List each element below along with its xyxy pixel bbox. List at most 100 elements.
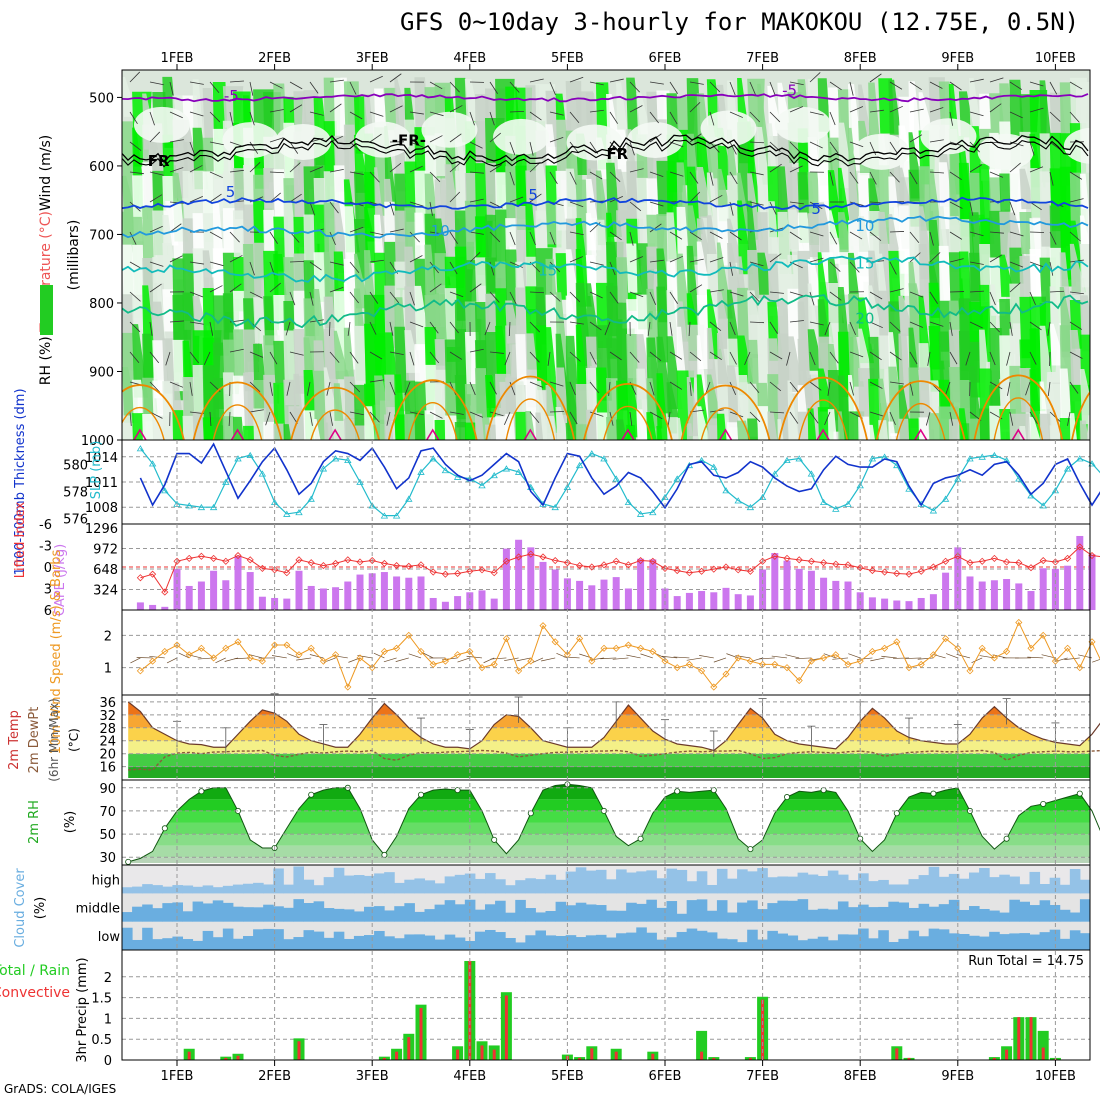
date-label-bottom: 3FEB xyxy=(356,1069,389,1084)
lifted-index-marker xyxy=(990,554,998,562)
cape-tick-label: 972 xyxy=(93,543,118,558)
rh-marker xyxy=(637,835,644,842)
cloud-cell xyxy=(555,935,567,950)
cloud-cell xyxy=(424,935,436,950)
cloud-cell xyxy=(1049,877,1061,894)
temp-contour-25 xyxy=(1071,390,1090,440)
wind-barb xyxy=(189,111,204,117)
rh-cell xyxy=(727,422,739,440)
wind-barb xyxy=(504,351,511,366)
cloud-cell xyxy=(686,928,698,950)
lifted-index-marker xyxy=(441,570,449,578)
cloud-cell xyxy=(162,886,173,894)
cape-bar xyxy=(441,601,449,610)
cloud-cell xyxy=(737,942,748,950)
wind-speed-marker xyxy=(917,660,925,668)
wind-barb xyxy=(130,657,141,664)
cloud-cell xyxy=(716,938,728,950)
wind-barb xyxy=(129,321,141,333)
temp-contour-35 xyxy=(621,428,635,440)
slp-marker xyxy=(819,498,828,506)
cloud-cell xyxy=(555,879,567,894)
wind-barb xyxy=(269,231,278,244)
rh-cell xyxy=(313,418,321,440)
cloud-cell xyxy=(696,899,708,922)
date-label-bottom: 1FEB xyxy=(161,1069,194,1084)
wind-barb xyxy=(1029,107,1044,113)
wind-speed-marker xyxy=(136,667,144,675)
wind-barb xyxy=(189,141,196,156)
wind-speed-marker xyxy=(502,635,510,643)
cape-bar xyxy=(588,585,596,610)
lifted-index-marker xyxy=(356,558,364,566)
wind-speed-marker xyxy=(515,667,523,675)
wind-barb xyxy=(946,653,958,659)
wind-barb xyxy=(917,657,934,660)
cloud-cell xyxy=(747,871,758,894)
wind-barb xyxy=(669,171,684,177)
wind-speed-marker xyxy=(307,644,315,652)
lifted-index-marker xyxy=(624,561,632,569)
contour-label: 5 xyxy=(811,200,821,218)
cloud-cell xyxy=(868,907,879,922)
cloud-cell xyxy=(606,937,617,950)
contour-label: 10 xyxy=(855,217,874,235)
cloud-cell xyxy=(1059,884,1071,894)
wind-barb xyxy=(369,231,384,236)
wind-barb xyxy=(729,381,737,395)
wind-barb xyxy=(989,171,1004,178)
lifted-index-marker xyxy=(210,554,218,562)
thickness-line xyxy=(139,442,1100,510)
temp-ylabel-1: 2m Temp xyxy=(7,710,22,770)
wind-barb xyxy=(909,381,914,396)
slp-marker xyxy=(380,512,389,519)
cloud-cell xyxy=(928,866,940,894)
precip-convective-bar xyxy=(907,1057,911,1060)
cloud-cell xyxy=(182,939,194,950)
wind-barb xyxy=(1047,381,1051,396)
precip-convective-bar xyxy=(614,1051,618,1060)
wind-barb xyxy=(829,81,842,91)
temp-contour-25 xyxy=(387,379,478,440)
wind-barb xyxy=(409,201,424,207)
rh-cell xyxy=(888,421,896,440)
lifted-index-marker xyxy=(856,564,864,572)
cloud-cell xyxy=(1059,938,1071,950)
cape-bar xyxy=(246,572,254,610)
wind-barb xyxy=(449,291,464,298)
temp-contour xyxy=(122,294,1089,329)
cloud-cell xyxy=(1069,869,1081,894)
wind-barb xyxy=(429,111,444,117)
wind-barb xyxy=(383,657,397,663)
wind-barb xyxy=(189,351,200,364)
wind-barb xyxy=(149,171,164,176)
wind-barb xyxy=(541,657,556,662)
wind-barb xyxy=(608,381,611,396)
cloud-cell xyxy=(313,931,325,950)
wind-barb xyxy=(749,81,756,96)
wind-barb xyxy=(409,231,420,243)
wind-speed-marker xyxy=(673,664,681,672)
wind-speed-marker xyxy=(234,638,242,646)
wind-barb xyxy=(1009,321,1013,336)
wind-barb xyxy=(686,657,702,661)
wind-barb xyxy=(1007,381,1011,396)
cloud-cell xyxy=(747,900,758,922)
cloud-cell xyxy=(616,869,627,894)
cloud-cell xyxy=(323,937,335,950)
cape-bar xyxy=(1039,568,1047,610)
lifted-index-marker xyxy=(1039,556,1047,565)
lifted-index-marker xyxy=(136,574,144,582)
slp-marker xyxy=(514,468,523,475)
lifted-index-marker xyxy=(929,563,937,571)
cloud-cell xyxy=(434,939,446,950)
slp-marker xyxy=(197,503,206,511)
wind-speed-marker xyxy=(478,664,486,672)
cloud-cell xyxy=(676,913,688,922)
lifted-index-marker xyxy=(295,556,303,564)
wind-barb xyxy=(870,657,885,662)
wind-barb xyxy=(248,654,263,659)
wind-barb xyxy=(429,135,443,143)
wind-barb xyxy=(869,321,883,329)
wind-barb xyxy=(249,111,255,126)
